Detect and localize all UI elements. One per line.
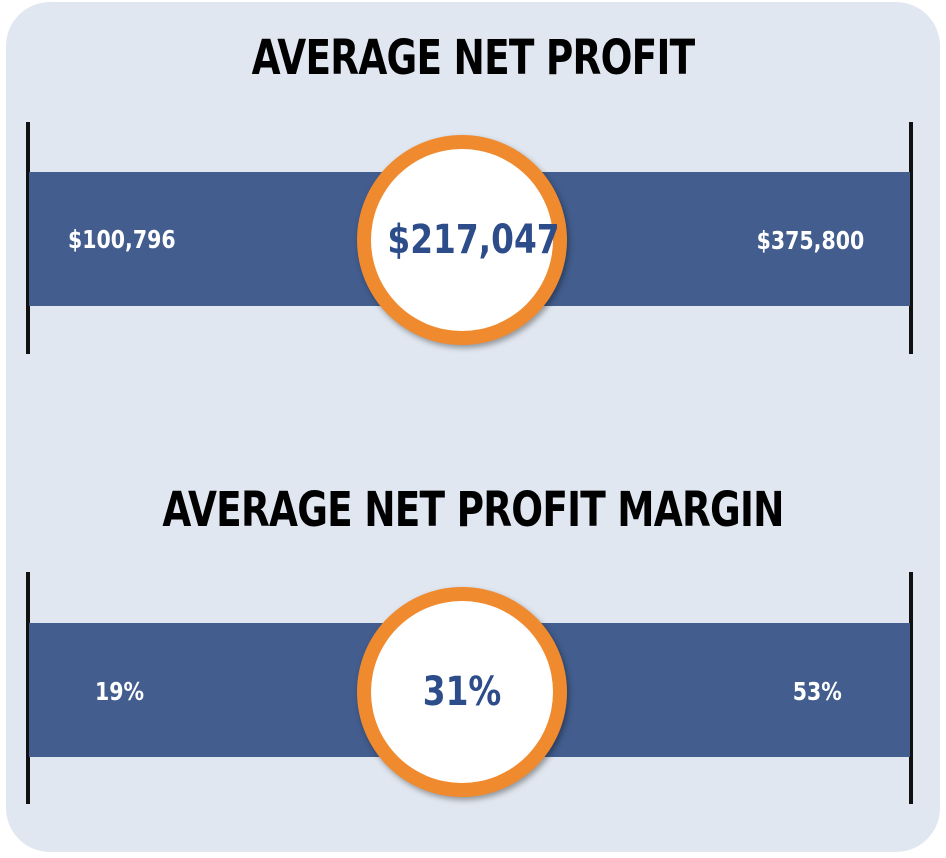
average-value: $217,047 <box>387 217 560 263</box>
average-medallion: 31% <box>357 587 567 797</box>
average-medallion-face: 31% <box>371 601 553 783</box>
range-right-tick <box>909 122 913 354</box>
average-medallion: $217,047 <box>357 135 567 345</box>
range-left-tick <box>26 572 30 804</box>
average-medallion-face: $217,047 <box>371 149 560 331</box>
range-left-tick <box>26 122 30 354</box>
average-value: 31% <box>422 669 502 715</box>
range-min-label: 19% <box>95 677 145 706</box>
range-right-tick <box>909 572 913 804</box>
chart-title: AVERAGE NET PROFIT MARGIN <box>162 482 784 538</box>
range-max-label: $375,800 <box>756 226 864 255</box>
range-max-label: 53% <box>792 677 842 706</box>
range-min-label: $100,796 <box>68 225 176 254</box>
chart-title: AVERAGE NET PROFIT <box>251 30 696 86</box>
